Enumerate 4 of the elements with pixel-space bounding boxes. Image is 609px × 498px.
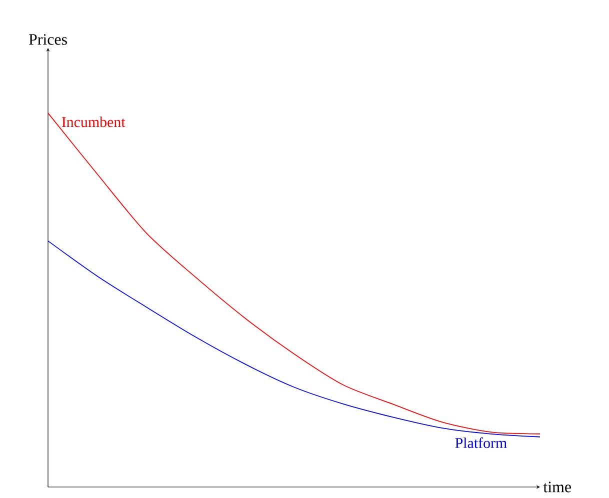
x-axis-title: time bbox=[543, 482, 571, 492]
y-axis-title: Prices bbox=[28, 34, 67, 45]
series-label: Platform bbox=[455, 437, 507, 448]
series-label: Incumbent bbox=[62, 116, 126, 128]
